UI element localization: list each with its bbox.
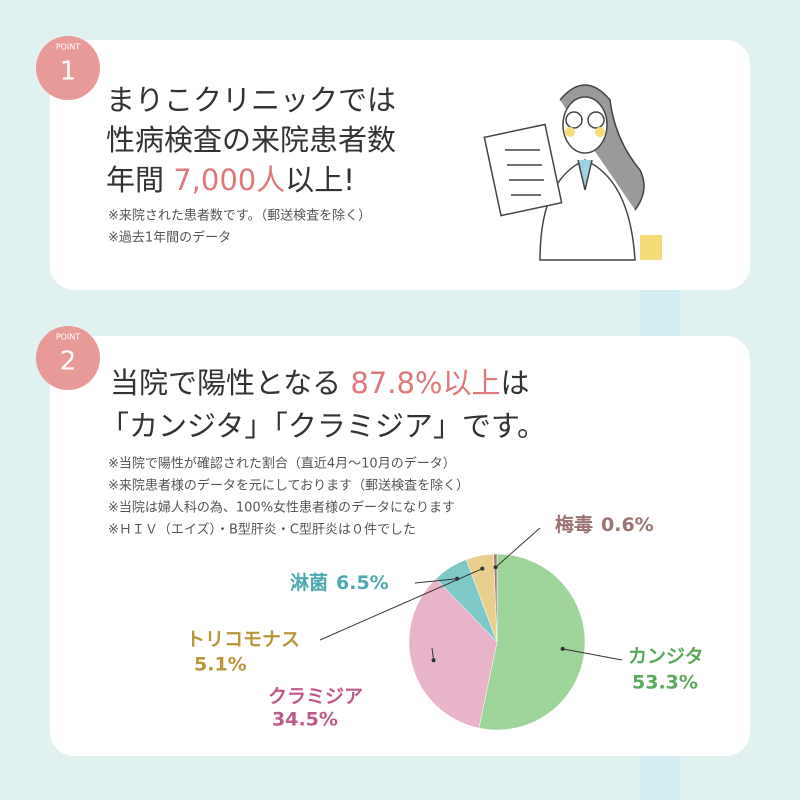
headline: まりこクリニックでは — [106, 83, 396, 117]
highlight: 7,000人 — [173, 163, 285, 197]
slice-label: 淋菌 6.5% — [290, 571, 389, 594]
slice-value: 5.1% — [194, 654, 247, 676]
badge-label: POINT — [56, 333, 80, 342]
note: ※ＨＩＶ（エイズ）・B型肝炎・C型肝炎は０件でした — [108, 522, 416, 538]
slice-label: 梅毒 0.6% — [555, 513, 654, 536]
badge-number: 2 — [60, 347, 77, 377]
note: ※過去1年間のデータ — [108, 230, 231, 246]
headline-part: は — [501, 366, 530, 400]
note: ※当院は婦人科の為、100%女性患者様のデータになります — [108, 500, 455, 516]
leader-dot — [493, 565, 498, 570]
slice-name: 淋菌 — [290, 571, 328, 594]
headline: 性病検査の来院患者数 — [106, 123, 396, 157]
note: ※当院で陽性が確認された割合（直近4月〜10月のデータ） — [108, 456, 456, 472]
slice-value: 0.6% — [601, 514, 654, 536]
headline-part: 以上! — [285, 163, 355, 197]
headline: 「カンジタ」「クラミジア」です。 — [100, 409, 546, 443]
leader-line — [414, 578, 458, 584]
slice-name: カンジタ — [628, 646, 704, 668]
badge-number: 1 — [60, 57, 77, 87]
pie-slice — [493, 553, 498, 643]
leader-dot — [560, 646, 565, 651]
headline-part: 年間 — [106, 163, 173, 197]
headline-part: 当院で陽性となる — [110, 366, 350, 400]
headline: 当院で陽性となる 87.8%以上は — [110, 366, 530, 400]
leader-line — [495, 527, 541, 568]
badge-1 — [36, 36, 100, 100]
note: ※来院された患者数です。（郵送検査を除く） — [108, 209, 371, 224]
highlight: 87.8%以上 — [350, 366, 500, 400]
leader-dot — [431, 658, 436, 663]
slice-value: 6.5% — [336, 572, 389, 594]
leader-line — [431, 647, 435, 661]
badge-label: POINT — [56, 43, 80, 52]
pie-slice — [478, 553, 586, 731]
doctor-illustration — [483, 84, 662, 261]
slice-name: 梅毒 — [555, 513, 593, 536]
note: ※来院患者様のデータを元にしております（郵送検査を除く） — [108, 478, 469, 494]
badge-2 — [36, 326, 100, 390]
slice-value: 34.5% — [272, 709, 338, 731]
slice-name: クラミジア — [268, 686, 363, 708]
headline: 年間 7,000人以上! — [106, 163, 355, 197]
leader-line — [319, 568, 483, 641]
leader-line — [562, 648, 623, 661]
slice-name: トリコモナス — [186, 629, 300, 651]
slice-value: 53.3% — [632, 672, 698, 694]
leader-dot — [480, 566, 485, 571]
